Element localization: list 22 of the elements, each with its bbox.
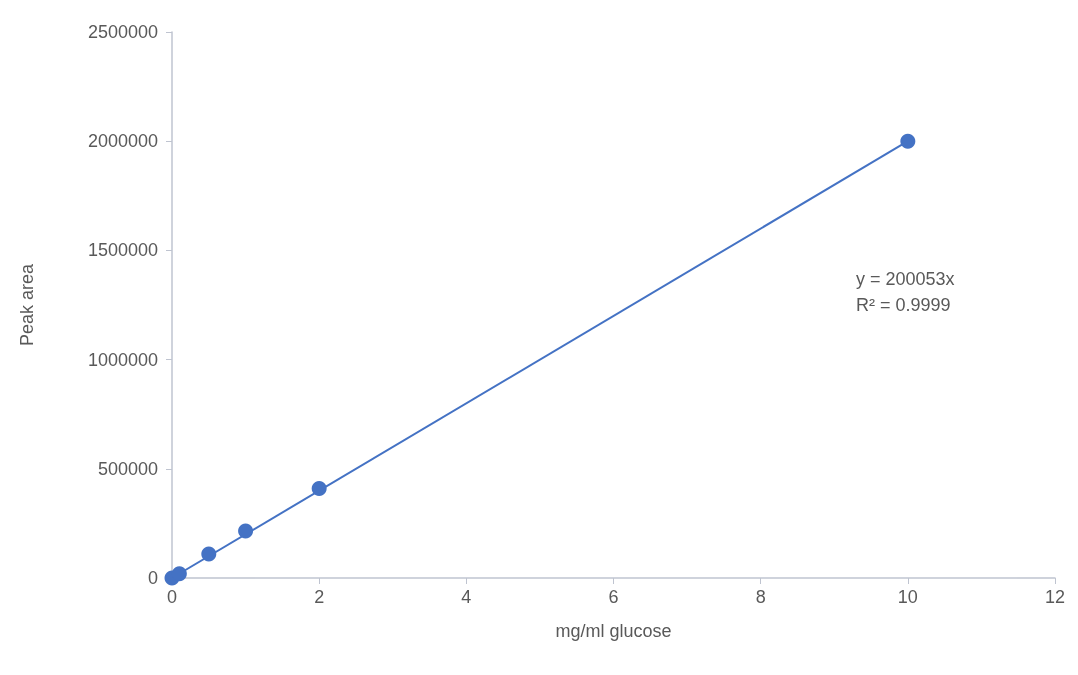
y-axis-title: Peak area — [17, 262, 37, 347]
point — [238, 523, 254, 539]
y-tick-label: 2500000 — [87, 22, 158, 42]
x-tick-label: 6 — [608, 587, 619, 607]
x-tick-label: 8 — [755, 587, 766, 607]
point — [900, 133, 916, 149]
x-axis-title: mg/ml glucose — [555, 621, 672, 641]
y-tick-label: 1000000 — [87, 349, 158, 370]
x-tick-label: 12 — [1044, 587, 1066, 607]
x-tick-label: 0 — [166, 587, 178, 607]
y-tick-label: 2000000 — [87, 131, 158, 152]
point — [171, 566, 187, 582]
x-tick-label: 10 — [897, 587, 918, 607]
point — [201, 546, 217, 562]
y-tick-label: 1500000 — [87, 240, 158, 261]
annotation: y = 200053x — [856, 269, 955, 289]
point — [311, 480, 327, 496]
annotation: R² = 0.9999 — [856, 295, 951, 315]
x-tick-label: 4 — [461, 587, 472, 607]
y-tick-label: 500000 — [97, 458, 158, 479]
y-tick-label: 0 — [147, 568, 158, 588]
x-tick-label: 2 — [314, 587, 325, 607]
